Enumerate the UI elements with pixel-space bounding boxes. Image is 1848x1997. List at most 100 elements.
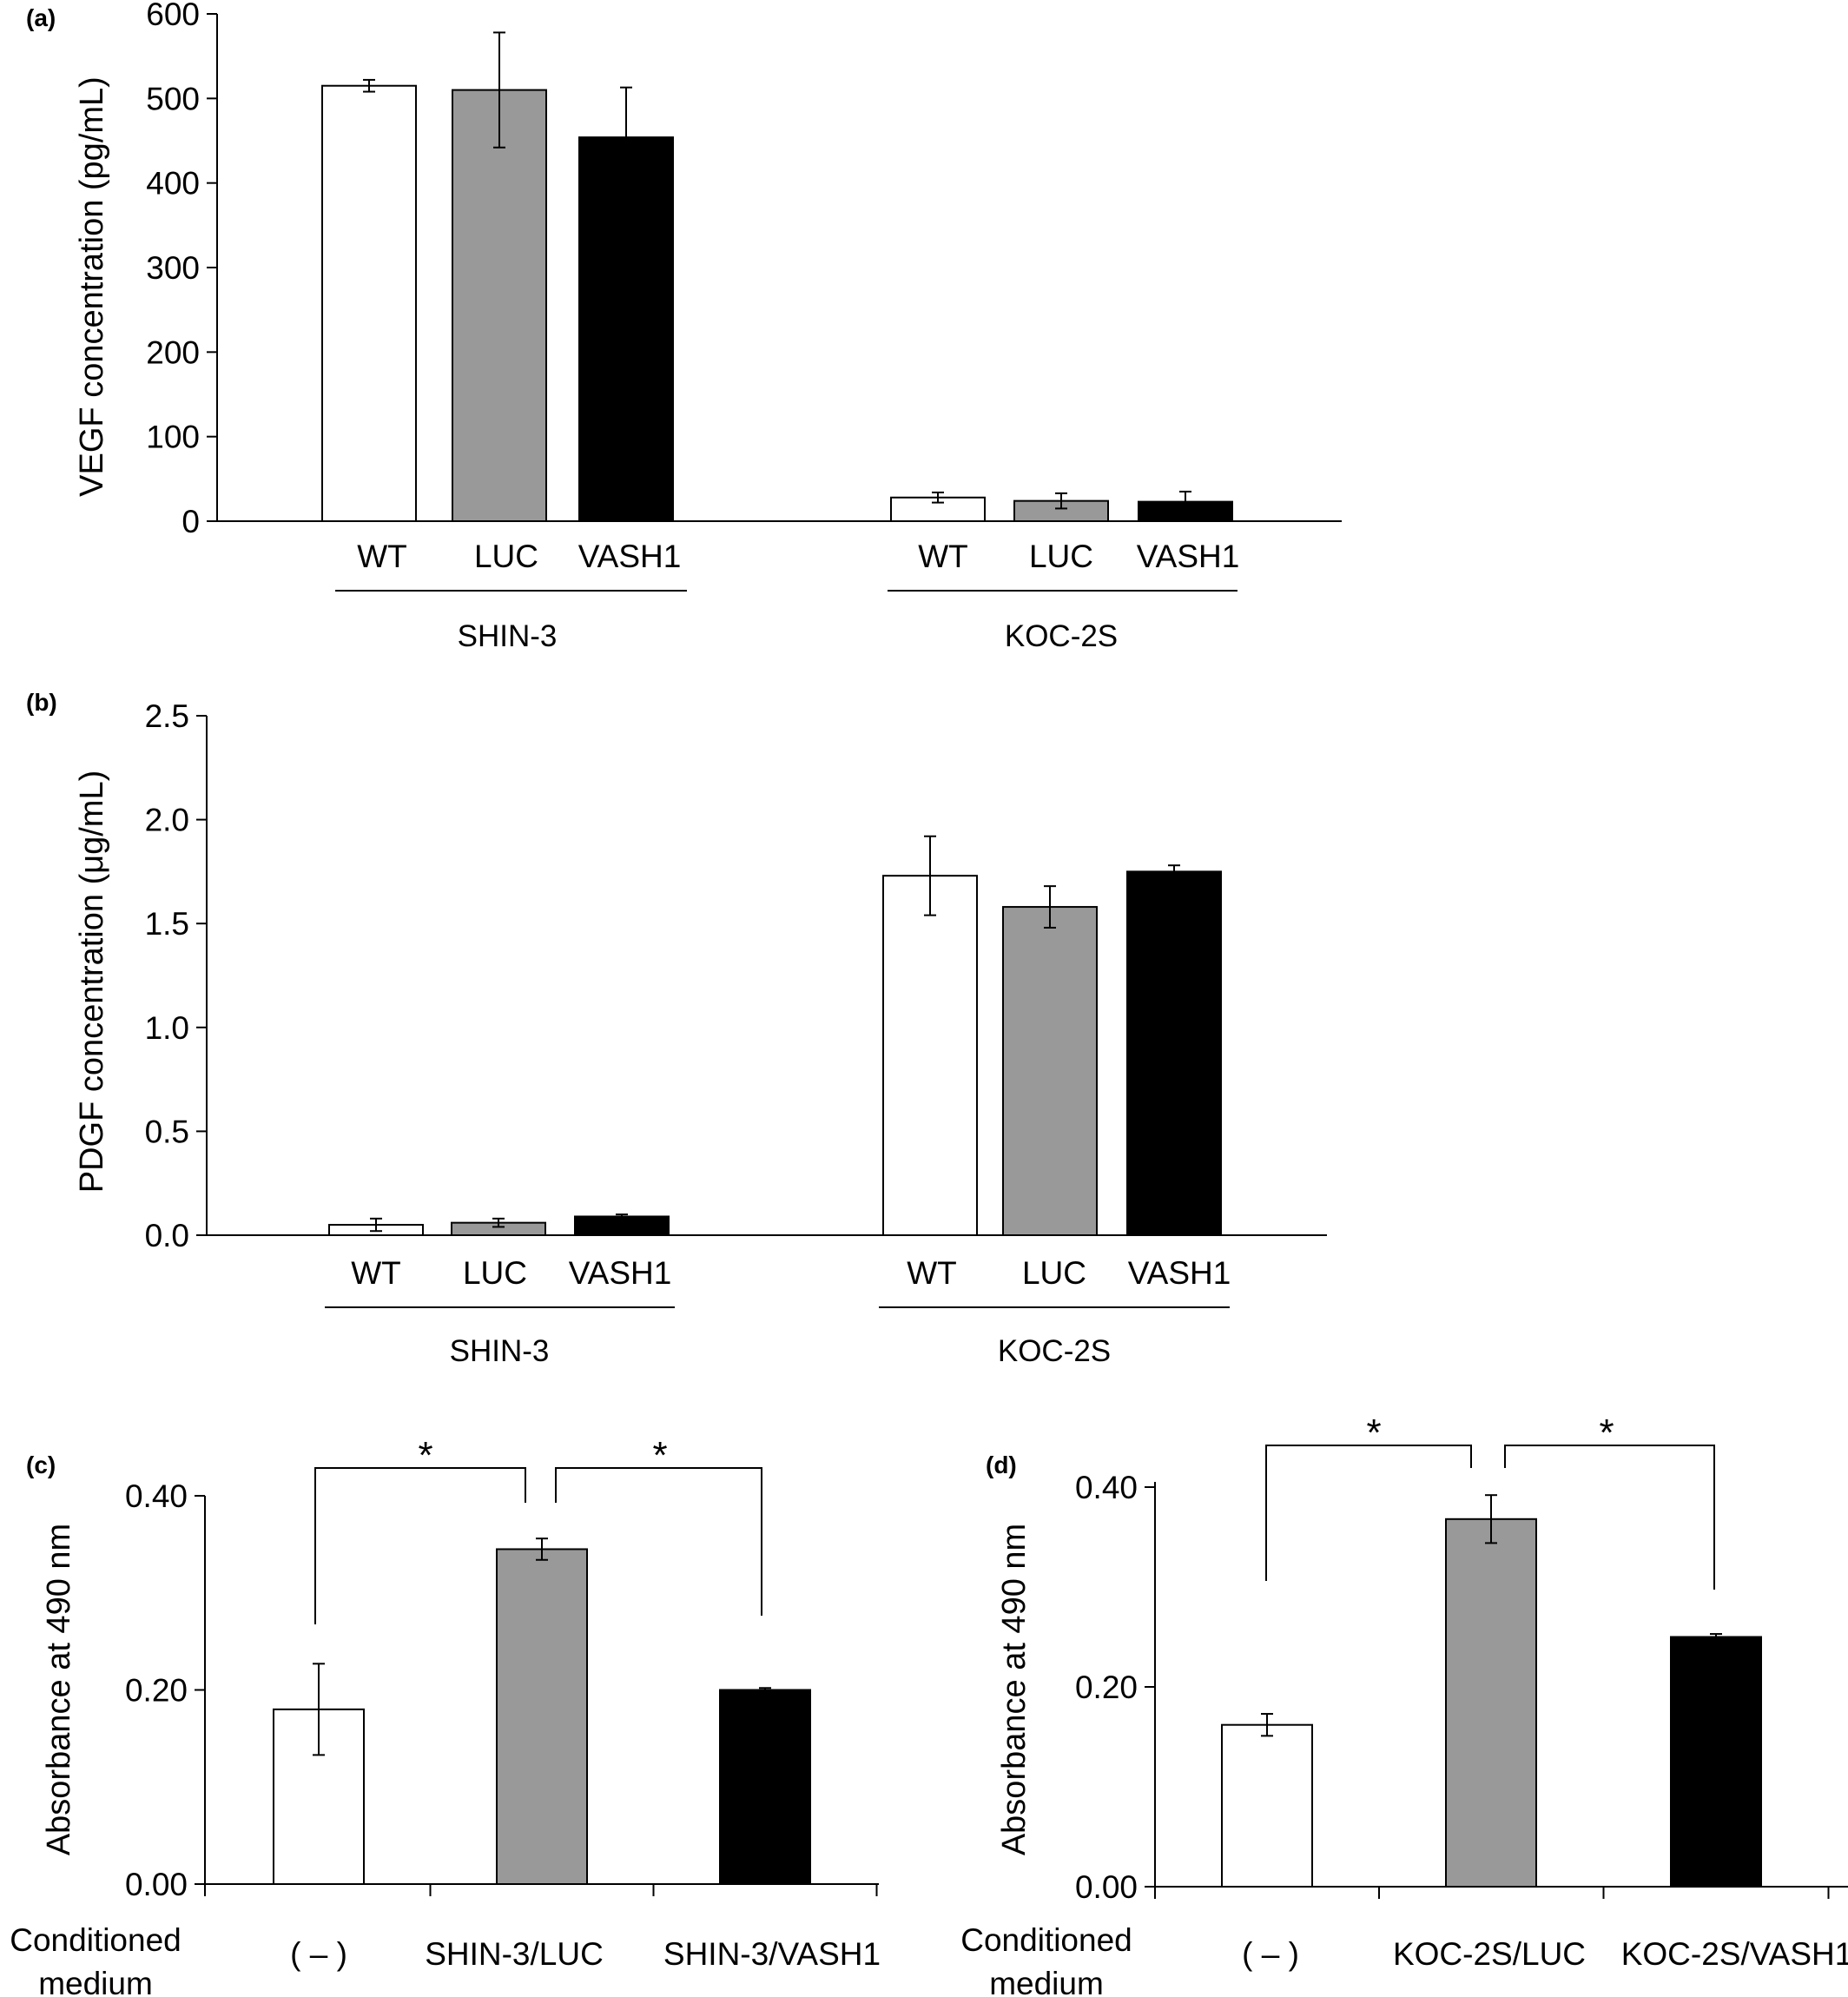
panel-c-x-label-shin3-luc: SHIN-3/LUC — [425, 1936, 604, 1972]
panel-a-y-tick-label: 100 — [146, 420, 200, 455]
panel-b: (b) PDGF concentration (μg/mL) 0.0 0.5 1.0… — [26, 689, 1327, 1368]
panel-d: (d) Absorbance at 490 nm 0.000.200.40 * … — [960, 1412, 1848, 1997]
panel-d-error-bar-koc-2s-luc — [1485, 1494, 1497, 1544]
panel-d-error-bar-control — [1261, 1713, 1273, 1737]
panel-c-significance-star-2: * — [652, 1434, 667, 1477]
panel-d-bars — [1221, 1494, 1762, 1888]
panel-b-y-tick-label: 2.0 — [145, 803, 189, 838]
panel-a-bar-vash1-shin-3 — [578, 136, 674, 523]
panel-a-bar-luc-shin-3 — [452, 89, 547, 522]
panel-a-x-label-vash1-shin3: VASH1 — [578, 539, 682, 574]
panel-d-bar-koc-2s-luc — [1445, 1518, 1537, 1888]
panel-b-bar-vash1-koc-2s — [1126, 870, 1222, 1237]
panel-b-x-label-vash1-koc2s: VASH1 — [1128, 1255, 1231, 1291]
panel-b-y-tick-label: 1.0 — [145, 1010, 189, 1046]
panel-c: (c) Absorbance at 490 nm 0.000.200.40 * … — [10, 1434, 881, 1997]
panel-c-x-label-none: ( – ) — [290, 1936, 347, 1972]
panel-a-y-tick-label: 200 — [146, 334, 200, 370]
panel-d-ticks: 0.00 0.20 0.40 — [1075, 1470, 1830, 1905]
panel-a-y-tick-label: 0 — [182, 504, 200, 539]
panel-c-label: (c) — [26, 1451, 56, 1478]
panel-a-y-tick-label: 400 — [146, 166, 200, 202]
panel-c-ticks: 0.00 0.20 0.40 — [125, 1478, 878, 1902]
panel-a-y-tick-label: 600 — [146, 0, 200, 32]
panel-b-x-label-luc-shin3: LUC — [463, 1255, 527, 1291]
panel-c-y-tick-label: 0.00 — [125, 1867, 188, 1902]
panel-c-row-label-line2: medium — [38, 1966, 153, 1997]
panel-d-row-label-line1: Conditioned — [960, 1922, 1132, 1958]
panel-a: (a) VEGF concentration (pg/mL) 0 100 200 30… — [26, 0, 1342, 653]
panel-d-label: (d) — [986, 1451, 1017, 1478]
panel-a-x-label-luc-shin3: LUC — [474, 539, 538, 574]
panel-a-x-label-vash1-koc2s: VASH1 — [1137, 539, 1240, 574]
panel-b-y-tick-label: 1.5 — [145, 906, 189, 942]
panel-d-significance-bracket-2 — [1504, 1445, 1715, 1590]
panel-b-error-bar-wt-shin-3 — [370, 1217, 382, 1233]
panel-a-y-tick-label: 500 — [146, 81, 200, 116]
panel-d-error-bar-koc-2s-vash1 — [1710, 1633, 1722, 1641]
panel-b-x-label-wt-shin3: WT — [351, 1255, 401, 1291]
panel-d-x-label-koc2s-luc: KOC-2S/LUC — [1393, 1936, 1586, 1972]
panel-d-x-label-koc2s-vash1: KOC-2S/VASH1 — [1621, 1936, 1848, 1972]
panel-b-label: (b) — [26, 689, 57, 716]
panel-a-error-bar-vash1-koc-2s — [1179, 490, 1191, 513]
panel-d-significance-star-1: * — [1366, 1412, 1381, 1454]
panel-c-error-bar-shin-3-luc — [536, 1537, 548, 1561]
panel-b-error-bar-wt-koc-2s — [924, 835, 936, 916]
panel-b-y-tick-label: 0.5 — [145, 1114, 189, 1149]
panel-c-significance-bracket-1 — [314, 1467, 526, 1624]
panel-d-y-tick-label: 0.20 — [1075, 1670, 1138, 1705]
panel-b-ticks: 0.0 0.5 1.0 1.5 2.0 2.5 — [145, 698, 207, 1253]
panel-c-x-label-shin3-vash1: SHIN-3/VASH1 — [663, 1936, 881, 1972]
panel-b-group-label-koc2s: KOC-2S — [998, 1334, 1111, 1368]
panel-c-error-bar-shin-3-vash1 — [759, 1687, 771, 1693]
panel-b-bar-wt-koc-2s — [882, 875, 978, 1237]
panel-c-bar-shin-3-vash1 — [719, 1689, 811, 1885]
panel-b-x-label-luc-koc2s: LUC — [1022, 1255, 1086, 1291]
panel-a-ticks: 0 100 200 300 400 500 600 — [146, 0, 217, 539]
panel-a-label: (a) — [26, 4, 56, 31]
panel-d-y-axis-label: Absorbance at 490 nm — [996, 1524, 1033, 1855]
panel-a-y-tick-label: 300 — [146, 250, 200, 286]
panel-b-error-bar-luc-shin-3 — [492, 1217, 505, 1228]
panel-b-bars — [328, 835, 1222, 1237]
panel-b-error-bar-vash1-shin-3 — [616, 1213, 628, 1220]
panel-c-y-axis-label: Absorbance at 490 nm — [41, 1524, 77, 1855]
panel-b-bar-luc-koc-2s — [1002, 906, 1098, 1236]
panel-a-x-label-wt-koc2s: WT — [918, 539, 968, 574]
panel-d-row-label-line2: medium — [989, 1966, 1104, 1997]
panel-d-bar-koc-2s-vash1 — [1670, 1636, 1762, 1888]
panel-c-row-label-line1: Conditioned — [10, 1922, 181, 1958]
panel-a-bars — [321, 31, 1233, 523]
panel-d-x-label-none: ( – ) — [1242, 1936, 1299, 1972]
panel-d-significance-bracket-1 — [1265, 1445, 1472, 1581]
panel-b-x-label-vash1-shin3: VASH1 — [569, 1255, 672, 1291]
panel-c-bar-shin-3-luc — [496, 1548, 588, 1886]
panel-b-error-bar-luc-koc-2s — [1044, 885, 1056, 929]
panel-a-group-label-shin3: SHIN-3 — [458, 619, 558, 653]
panel-d-bar-control — [1221, 1723, 1313, 1888]
panel-b-y-axis-label: PDGF concentration (μg/mL) — [74, 770, 110, 1194]
panel-a-y-axis-label: VEGF concentration (pg/mL) — [74, 76, 110, 497]
panel-a-error-bar-wt-koc-2s — [932, 491, 944, 504]
panel-b-error-bar-vash1-koc-2s — [1168, 864, 1180, 879]
panel-b-group-label-shin3: SHIN-3 — [450, 1334, 550, 1368]
panel-c-error-bar-control — [313, 1663, 325, 1756]
panel-c-bars — [273, 1537, 811, 1886]
panel-d-y-tick-label: 0.00 — [1075, 1869, 1138, 1905]
panel-a-error-bar-vash1-shin-3 — [620, 86, 632, 188]
panel-d-y-tick-label: 0.40 — [1075, 1470, 1138, 1505]
panel-a-error-bar-luc-koc-2s — [1055, 492, 1067, 510]
panel-c-y-tick-label: 0.20 — [125, 1673, 188, 1709]
panel-a-x-label-luc-koc2s: LUC — [1029, 539, 1093, 574]
panel-c-significance-bracket-2 — [555, 1467, 762, 1616]
panel-a-error-bar-luc-shin-3 — [493, 31, 505, 149]
panel-c-y-tick-label: 0.40 — [125, 1478, 188, 1514]
panel-c-significance-star-1: * — [418, 1434, 432, 1477]
panel-b-y-tick-label: 2.5 — [145, 698, 189, 734]
panel-a-error-bar-wt-shin-3 — [363, 78, 375, 93]
panel-b-y-tick-label: 0.0 — [145, 1218, 189, 1253]
panel-a-bar-wt-shin-3 — [321, 84, 417, 522]
panel-a-x-label-wt-shin3: WT — [357, 539, 407, 574]
